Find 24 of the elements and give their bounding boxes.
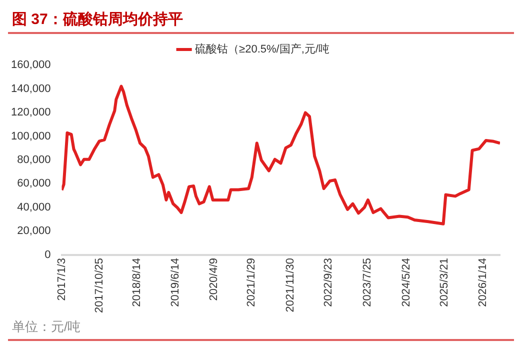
y-tick-label: 60,000: [17, 178, 51, 190]
x-tick-label: 2021/11/30: [284, 258, 297, 312]
text: 单位：元/吨: [8, 316, 514, 341]
x-tick-label: 2025/3/21: [438, 258, 451, 307]
x-tick-label: 2020/4/9: [208, 258, 220, 301]
y-tick-label: 0: [44, 248, 51, 261]
x-tick-label: 2021/1/29: [246, 258, 258, 307]
x-tick-label: 2018/8/14: [130, 258, 143, 307]
y-tick-label: 20,000: [17, 225, 51, 238]
x-tick-label: 2019/6/14: [170, 258, 182, 307]
y-tick-label: 140,000: [10, 82, 51, 95]
x-tick-label: 2022/9/23: [322, 258, 335, 307]
y-tick-label: 80,000: [17, 154, 51, 166]
chart-title: 图 37：硫酸钴周均价持平: [8, 8, 514, 34]
x-tick-label: 2017/10/25: [93, 258, 106, 314]
x-tick-label: 2017/1/3: [56, 258, 68, 301]
x-tick-label: 2024/5/24: [400, 258, 412, 307]
legend-label: 硫酸钴（≥20.5%/国产,元/吨: [195, 42, 330, 56]
x-tick-label: 2023/7/25: [361, 258, 374, 307]
x-tick-label: 2026/1/14: [476, 258, 489, 307]
y-tick-label: 100,000: [10, 130, 51, 142]
y-tick-label: 40,000: [17, 201, 51, 214]
y-tick-label: 120,000: [10, 106, 51, 119]
y-tick-label: 160,000: [10, 59, 51, 72]
